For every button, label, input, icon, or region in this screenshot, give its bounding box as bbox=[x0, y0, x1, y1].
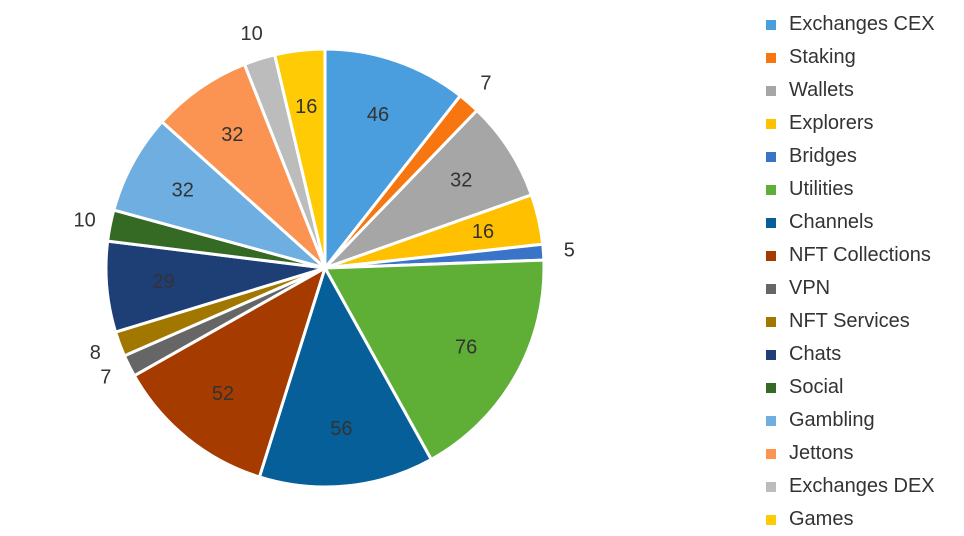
legend-swatch-7 bbox=[766, 250, 776, 261]
legend-label-2: Wallets bbox=[789, 79, 854, 101]
data-label-11: 10 bbox=[74, 209, 96, 231]
pie-slices bbox=[104, 47, 546, 489]
legend-label-10: Chats bbox=[789, 343, 842, 365]
data-label-13: 32 bbox=[221, 124, 243, 146]
data-label-7: 52 bbox=[212, 383, 234, 405]
pie-slice-12 bbox=[112, 120, 327, 270]
data-label-15: 16 bbox=[295, 96, 317, 118]
legend-item-4: Bridges bbox=[766, 140, 935, 173]
legend-swatch-11 bbox=[766, 382, 776, 393]
legend-swatch-10 bbox=[766, 349, 776, 360]
legend-label-12: Gambling bbox=[789, 409, 875, 431]
legend-label-7: NFT Collections bbox=[789, 244, 931, 266]
pie-slice-2 bbox=[323, 108, 533, 270]
legend-item-6: Channels bbox=[766, 206, 935, 239]
legend-swatch-8 bbox=[766, 283, 776, 294]
data-label-4: 5 bbox=[564, 239, 575, 261]
legend-item-8: VPN bbox=[766, 272, 935, 305]
legend-swatch-13 bbox=[766, 448, 776, 459]
legend-label-4: Bridges bbox=[789, 145, 857, 167]
legend-label-15: Games bbox=[789, 508, 854, 530]
legend-item-3: Explorers bbox=[766, 107, 935, 140]
legend-swatch-2 bbox=[766, 85, 776, 96]
legend-label-11: Social bbox=[789, 376, 844, 398]
legend-swatch-9 bbox=[766, 316, 776, 327]
legend-item-0: Exchanges CEX bbox=[766, 8, 935, 41]
pie-slice-6 bbox=[257, 266, 433, 489]
legend-item-11: Social bbox=[766, 371, 935, 404]
data-label-2: 32 bbox=[450, 169, 472, 191]
legend-swatch-6 bbox=[766, 217, 776, 228]
data-label-6: 56 bbox=[330, 418, 352, 440]
legend-label-14: Exchanges DEX bbox=[789, 475, 935, 497]
legend-label-1: Staking bbox=[789, 46, 856, 68]
legend-label-13: Jettons bbox=[789, 442, 854, 464]
pie-slice-5 bbox=[323, 258, 546, 461]
legend-label-0: Exchanges CEX bbox=[789, 13, 935, 35]
pie-slice-7 bbox=[132, 266, 327, 479]
legend-label-9: NFT Services bbox=[789, 310, 910, 332]
legend-swatch-14 bbox=[766, 481, 776, 492]
legend-item-12: Gambling bbox=[766, 404, 935, 437]
legend-item-9: NFT Services bbox=[766, 305, 935, 338]
data-label-1: 7 bbox=[480, 72, 491, 94]
legend-item-13: Jettons bbox=[766, 437, 935, 470]
legend-swatch-0 bbox=[766, 19, 776, 30]
legend-swatch-3 bbox=[766, 118, 776, 129]
legend-item-1: Staking bbox=[766, 41, 935, 74]
legend-swatch-1 bbox=[766, 52, 776, 63]
data-label-3: 16 bbox=[472, 221, 494, 243]
legend-item-7: NFT Collections bbox=[766, 239, 935, 272]
legend-swatch-15 bbox=[766, 514, 776, 525]
legend-swatch-5 bbox=[766, 184, 776, 195]
pie-slice-15 bbox=[273, 47, 327, 270]
legend-label-3: Explorers bbox=[789, 112, 874, 134]
data-label-12: 32 bbox=[172, 179, 194, 201]
legend-swatch-12 bbox=[766, 415, 776, 426]
pie-slice-13 bbox=[160, 62, 327, 270]
data-label-10: 29 bbox=[152, 271, 174, 293]
legend-label-5: Utilities bbox=[789, 178, 854, 200]
legend-swatch-4 bbox=[766, 151, 776, 162]
data-label-8: 7 bbox=[100, 366, 111, 388]
data-label-9: 8 bbox=[90, 342, 101, 364]
legend-label-6: Channels bbox=[789, 211, 874, 233]
legend: Exchanges CEX Staking Wallets Explorers Brid… bbox=[766, 8, 935, 536]
data-label-5: 76 bbox=[455, 337, 477, 359]
data-label-14: 10 bbox=[241, 23, 263, 45]
legend-item-10: Chats bbox=[766, 338, 935, 371]
legend-item-2: Wallets bbox=[766, 74, 935, 107]
legend-item-15: Games bbox=[766, 503, 935, 536]
legend-item-14: Exchanges DEX bbox=[766, 470, 935, 503]
pie-slice-0 bbox=[323, 47, 462, 270]
legend-label-8: VPN bbox=[789, 277, 831, 299]
legend-item-5: Utilities bbox=[766, 173, 935, 206]
data-label-0: 46 bbox=[367, 104, 389, 126]
